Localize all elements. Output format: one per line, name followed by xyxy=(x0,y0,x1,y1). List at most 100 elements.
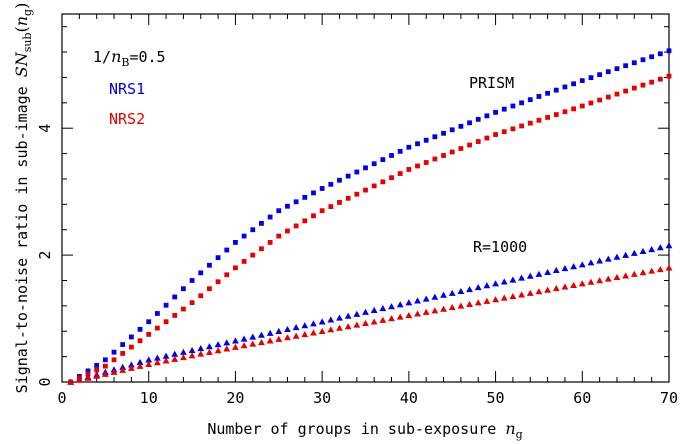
point-r-1000-nrs2 xyxy=(188,352,196,359)
point-prism-nrs2 xyxy=(337,200,342,205)
point-r-1000-nrs2 xyxy=(457,302,465,309)
point-prism-nrs2 xyxy=(449,149,455,155)
point-prism-nrs2 xyxy=(137,338,143,344)
point-prism-nrs2 xyxy=(224,272,230,278)
point-r-1000-nrs1 xyxy=(604,255,612,262)
point-prism-nrs2 xyxy=(484,135,490,141)
point-r-1000-nrs1 xyxy=(301,322,309,329)
point-r-1000-nrs2 xyxy=(344,323,352,330)
point-r-1000-nrs2 xyxy=(613,273,621,281)
point-r-1000-nrs1 xyxy=(422,295,430,302)
point-prism-nrs2 xyxy=(579,103,585,109)
y-tick-label: 4 xyxy=(36,124,54,133)
point-r-1000-nrs2 xyxy=(483,297,491,304)
point-r-1000-nrs2 xyxy=(110,368,118,375)
point-prism-nrs1 xyxy=(527,97,533,103)
point-r-1000-nrs2 xyxy=(275,335,283,342)
point-prism-nrs2 xyxy=(397,171,403,176)
point-r-1000-nrs2 xyxy=(84,374,92,381)
point-r-1000-nrs2 xyxy=(630,270,638,277)
point-r-1000-nrs2 xyxy=(284,334,291,341)
point-prism-nrs2 xyxy=(259,246,264,252)
x-tick-label: 50 xyxy=(487,389,505,407)
point-prism-nrs1 xyxy=(146,319,152,325)
point-r-1000-nrs1 xyxy=(136,358,144,365)
point-r-1000-nrs1 xyxy=(353,310,361,317)
point-prism-nrs2 xyxy=(510,126,516,132)
x-tick-label: 70 xyxy=(660,389,678,407)
point-prism-nrs1 xyxy=(215,255,221,261)
point-prism-nrs2 xyxy=(250,252,256,258)
point-r-1000-nrs1 xyxy=(648,245,656,253)
point-prism-nrs1 xyxy=(545,90,550,96)
point-r-1000-nrs1 xyxy=(223,339,231,346)
point-prism-nrs2 xyxy=(128,344,134,350)
point-prism-nrs2 xyxy=(111,357,117,363)
point-prism-nrs2 xyxy=(345,195,351,201)
point-prism-nrs2 xyxy=(553,112,559,117)
point-prism-nrs1 xyxy=(441,130,446,136)
point-prism-nrs2 xyxy=(311,213,316,219)
x-tick-label: 40 xyxy=(400,389,418,407)
x-tick-label: 0 xyxy=(57,389,66,407)
point-prism-nrs1 xyxy=(562,84,568,90)
point-r-1000-nrs1 xyxy=(180,348,187,355)
point-r-1000-nrs2 xyxy=(136,362,144,369)
point-prism-nrs1 xyxy=(181,286,186,292)
point-r-1000-nrs1 xyxy=(440,291,447,298)
point-prism-nrs1 xyxy=(302,194,308,200)
point-prism-nrs1 xyxy=(120,342,126,347)
axis-ticks xyxy=(61,14,670,383)
point-r-1000-nrs1 xyxy=(630,249,638,256)
point-r-1000-nrs1 xyxy=(656,244,664,251)
point-prism-nrs2 xyxy=(293,223,299,229)
point-r-1000-nrs2 xyxy=(622,272,630,279)
point-prism-nrs1 xyxy=(128,334,134,340)
point-r-1000-nrs2 xyxy=(249,340,257,347)
point-r-1000-nrs1 xyxy=(388,303,395,310)
point-prism-nrs1 xyxy=(579,78,585,84)
point-prism-nrs1 xyxy=(588,75,594,81)
point-prism-nrs2 xyxy=(657,76,663,82)
point-r-1000-nrs2 xyxy=(474,299,482,306)
point-r-1000-nrs2 xyxy=(197,350,205,357)
point-r-1000-nrs2 xyxy=(127,364,135,371)
point-prism-nrs1 xyxy=(163,302,169,308)
point-r-1000-nrs1 xyxy=(466,285,473,293)
point-r-1000-nrs1 xyxy=(492,280,499,287)
point-prism-nrs1 xyxy=(371,161,377,167)
point-r-1000-nrs2 xyxy=(596,277,604,284)
point-prism-nrs2 xyxy=(154,325,160,331)
legend-nrs2: NRS2 xyxy=(109,110,145,128)
point-prism-nrs1 xyxy=(649,54,655,60)
point-prism-nrs1 xyxy=(337,177,342,183)
point-r-1000-nrs1 xyxy=(127,361,135,368)
point-prism-nrs1 xyxy=(267,214,273,220)
point-prism-nrs1 xyxy=(189,278,195,283)
point-prism-nrs1 xyxy=(380,157,386,163)
point-r-1000-nrs1 xyxy=(145,356,153,363)
data-marks xyxy=(67,48,673,385)
point-r-1000-nrs1 xyxy=(500,278,508,285)
point-prism-nrs1 xyxy=(354,169,360,175)
point-r-1000-nrs2 xyxy=(587,278,595,285)
point-prism-nrs1 xyxy=(198,270,204,276)
point-r-1000-nrs1 xyxy=(214,341,222,348)
point-r-1000-nrs2 xyxy=(223,345,231,352)
point-prism-nrs1 xyxy=(467,120,472,126)
point-r-1000-nrs1 xyxy=(518,274,525,281)
point-prism-nrs2 xyxy=(493,132,498,137)
point-r-1000-nrs2 xyxy=(405,311,413,319)
point-r-1000-nrs2 xyxy=(206,348,213,355)
point-prism-nrs2 xyxy=(328,204,334,209)
x-tick-label: 60 xyxy=(573,389,591,407)
point-r-1000-nrs1 xyxy=(414,297,421,304)
point-r-1000-nrs1 xyxy=(266,329,274,336)
point-r-1000-nrs2 xyxy=(422,308,430,315)
point-r-1000-nrs1 xyxy=(370,306,378,314)
point-r-1000-nrs1 xyxy=(570,263,578,270)
point-prism-nrs1 xyxy=(207,262,212,268)
point-prism-nrs1 xyxy=(553,87,559,93)
point-r-1000-nrs2 xyxy=(353,321,361,328)
